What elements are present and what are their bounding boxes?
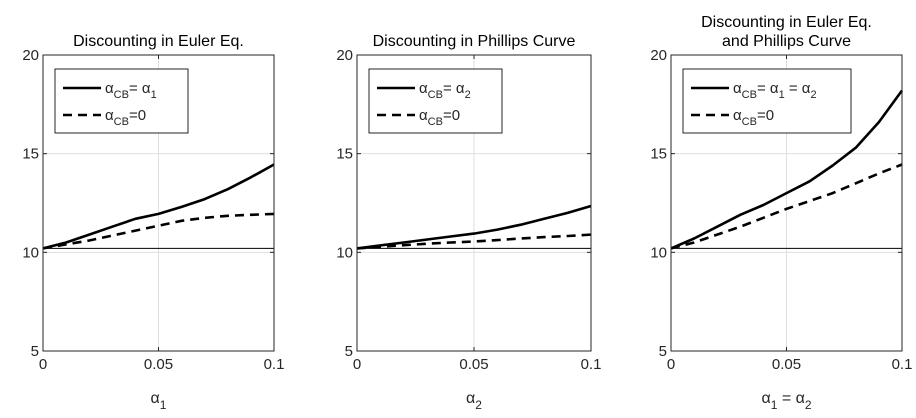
x-axis-label: α1​ = α2​ xyxy=(761,390,811,412)
legend-entry: αCB​=0 xyxy=(419,107,460,128)
subscript: CB xyxy=(428,89,443,101)
x-tick-label: 0.1 xyxy=(264,356,285,373)
label-text: =0 xyxy=(129,107,146,124)
x-axis-label: α1​ xyxy=(151,390,167,412)
x-tick-label: 0.05 xyxy=(772,356,801,373)
x-tick-label: 0 xyxy=(353,356,361,373)
legend-entry: αCB​= α1​ xyxy=(105,80,157,101)
alpha-symbol: α xyxy=(733,107,742,124)
legend-entry: αCB​= α2​ xyxy=(419,80,471,101)
y-tick-label: 15 xyxy=(650,146,667,163)
alpha-symbol: α xyxy=(761,390,770,407)
legend-box xyxy=(54,68,189,134)
label-text: = xyxy=(785,80,802,97)
y-tick-label: 5 xyxy=(659,343,667,360)
chart-title: Discounting in Phillips Curve xyxy=(373,33,576,50)
x-axis-label: α2​ xyxy=(466,390,482,412)
label-text: = xyxy=(757,80,770,97)
y-tick-label: 5 xyxy=(31,343,39,360)
x-tick-label: 0 xyxy=(667,356,675,373)
label-text: =0 xyxy=(757,107,774,124)
alpha-symbol: α xyxy=(419,107,428,124)
alpha-symbol: α xyxy=(733,80,742,97)
alpha-symbol: α xyxy=(105,107,114,124)
y-tick-label: 20 xyxy=(650,47,667,64)
alpha-symbol: α xyxy=(456,80,465,97)
subscript: 1 xyxy=(160,398,167,412)
y-tick-label: 10 xyxy=(336,244,353,261)
panel-1: 0 0.05 0.1 5 10 15 20 Discounting in Euler Eq. α… xyxy=(22,33,284,412)
subscript: CB xyxy=(114,116,129,128)
alpha-symbol: α xyxy=(142,80,151,97)
legend-box xyxy=(682,68,852,134)
label-text: =0 xyxy=(443,107,460,124)
x-tick-label: 0.05 xyxy=(459,356,488,373)
y-tick-label: 10 xyxy=(650,244,667,261)
x-tick-label: 0 xyxy=(39,356,47,373)
legend: αCB​= α1​ = α2​ αCB​=0 xyxy=(682,68,852,134)
series-line-solid xyxy=(42,163,275,250)
subscript: 1 xyxy=(771,398,778,412)
y-tick-label: 10 xyxy=(22,244,39,261)
alpha-symbol: α xyxy=(105,80,114,97)
y-tick-label: 20 xyxy=(22,47,39,64)
series-line-dashed xyxy=(356,233,592,250)
subscript: 1 xyxy=(779,89,785,101)
alpha-symbol: α xyxy=(466,390,475,407)
subscript: 2 xyxy=(475,398,482,412)
label-text: = xyxy=(443,80,456,97)
alpha-symbol: α xyxy=(796,390,805,407)
legend: αCB​= α1​ αCB​=0 xyxy=(54,68,189,134)
subscript: 2 xyxy=(810,89,816,101)
series-line-solid xyxy=(356,204,592,250)
y-tick-label: 5 xyxy=(345,343,353,360)
chart-title: Discounting in Euler Eq. xyxy=(73,33,244,50)
subscript: CB xyxy=(114,89,129,101)
x-tick-label: 0.1 xyxy=(581,356,602,373)
subscript: CB xyxy=(742,89,757,101)
subscript: 1 xyxy=(151,89,157,101)
chart-title: and Phillips Curve xyxy=(722,33,851,50)
alpha-symbol: α xyxy=(151,390,160,407)
chart-title: Discounting in Euler Eq. xyxy=(701,14,872,31)
series-line-dashed xyxy=(42,212,275,250)
x-tick-label: 0.1 xyxy=(892,356,913,373)
legend: αCB​= α2​ αCB​=0 xyxy=(368,68,503,134)
subscript: CB xyxy=(428,116,443,128)
panel-3: 0 0.05 0.1 5 10 15 20 Discounting in Euler Eq. a… xyxy=(650,14,912,412)
alpha-symbol: α xyxy=(419,80,428,97)
label-text: = xyxy=(129,80,142,97)
subscript: 2 xyxy=(465,89,471,101)
label-text: = xyxy=(777,390,795,407)
panel-2: 0 0.05 0.1 5 10 15 20 Discounting in Phillips C… xyxy=(336,33,601,412)
legend-entry: αCB​=0 xyxy=(733,107,774,128)
alpha-symbol: α xyxy=(802,80,811,97)
x-tick-label: 0.05 xyxy=(144,356,173,373)
alpha-symbol: α xyxy=(770,80,779,97)
series-line-solid xyxy=(670,89,904,250)
y-tick-label: 15 xyxy=(22,146,39,163)
legend-entry: αCB​= α1​ = α2​ xyxy=(733,80,817,101)
legend-entry: αCB​=0 xyxy=(105,107,146,128)
y-tick-label: 20 xyxy=(336,47,353,64)
subscript: CB xyxy=(742,116,757,128)
y-tick-label: 15 xyxy=(336,146,353,163)
series-line-dashed xyxy=(670,163,903,250)
subscript: 2 xyxy=(805,398,812,412)
legend-box xyxy=(368,68,503,134)
